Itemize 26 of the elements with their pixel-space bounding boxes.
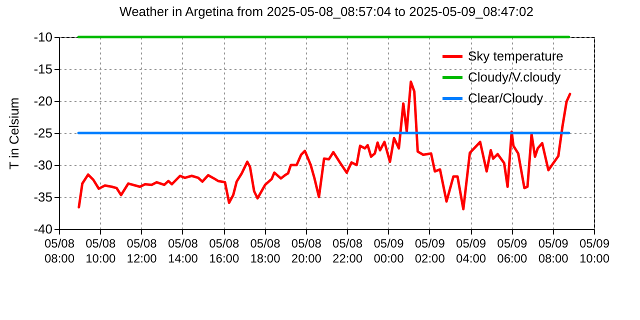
y-axis-title: T in Celsium — [6, 97, 22, 170]
legend-label: Clear/Cloudy — [468, 90, 544, 106]
legend-label: Cloudy/V.cloudy — [468, 70, 562, 84]
x-tick-label: 05/08 10:00 — [86, 236, 116, 266]
x-tick-label: 05/08 18:00 — [250, 236, 281, 266]
y-tick-label: -25 — [34, 126, 52, 140]
x-tick-label: 05/08 16:00 — [209, 236, 240, 266]
chart-title: Weather in Argetina from 2025-05-08_08:57:04 to 2025-05-09_08:47:02 — [120, 4, 534, 19]
x-tick-label: 05/09 08:00 — [538, 236, 569, 266]
x-tick-label: 05/09 10:00 — [579, 236, 610, 266]
y-tick-label: -35 — [34, 190, 52, 204]
x-tick-label: 05/08 12:00 — [126, 236, 158, 266]
x-tick-label: 05/09 02:00 — [414, 236, 446, 266]
y-tick-label: -20 — [34, 94, 52, 108]
y-tick-label: -40 — [34, 222, 52, 236]
x-tick-label: 05/09 04:00 — [456, 236, 486, 266]
legend-label: Sky temperature — [468, 48, 564, 64]
x-tick-label: 05/08 22:00 — [332, 236, 363, 266]
x-tick-label: 05/08 08:00 — [44, 236, 75, 266]
x-tick-label: 05/08 14:00 — [168, 236, 198, 266]
y-tick-label: -15 — [34, 62, 52, 76]
y-tick-label: -30 — [34, 158, 52, 172]
x-tick-label: 05/08 20:00 — [291, 236, 322, 266]
y-tick-label: -10 — [34, 30, 52, 44]
x-tick-label: 05/09 06:00 — [497, 236, 528, 266]
x-tick-label: 05/09 00:00 — [374, 236, 404, 266]
